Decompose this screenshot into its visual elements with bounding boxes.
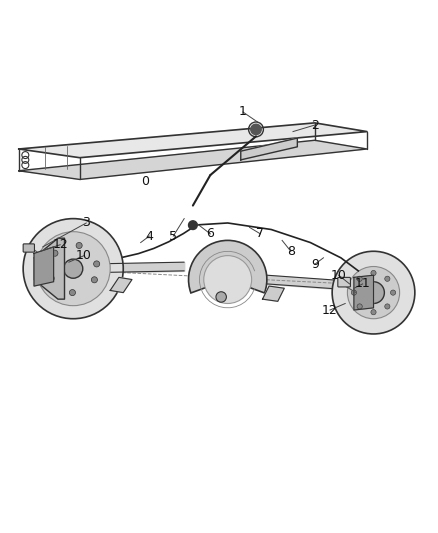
FancyBboxPatch shape	[338, 277, 350, 287]
Circle shape	[94, 261, 100, 267]
Polygon shape	[34, 247, 53, 286]
Circle shape	[347, 266, 399, 319]
Polygon shape	[262, 286, 284, 301]
Circle shape	[64, 259, 83, 278]
Text: 0: 0	[141, 175, 149, 188]
Circle shape	[48, 276, 54, 281]
Text: 11: 11	[355, 277, 371, 290]
Circle shape	[69, 289, 75, 296]
Circle shape	[357, 304, 362, 309]
Text: 6: 6	[206, 228, 214, 240]
Text: 9: 9	[311, 258, 319, 271]
Circle shape	[332, 251, 415, 334]
Text: 8: 8	[287, 245, 295, 258]
Polygon shape	[34, 238, 64, 299]
Text: 4: 4	[145, 230, 153, 243]
Text: 3: 3	[82, 216, 90, 230]
Text: 7: 7	[256, 228, 265, 240]
Circle shape	[52, 250, 58, 256]
Polygon shape	[354, 275, 374, 310]
Circle shape	[92, 277, 97, 283]
Circle shape	[371, 310, 376, 315]
Circle shape	[371, 270, 376, 276]
Text: 2: 2	[311, 118, 319, 132]
Circle shape	[216, 292, 226, 302]
Polygon shape	[241, 138, 297, 160]
Polygon shape	[110, 277, 132, 293]
Circle shape	[76, 243, 82, 248]
Polygon shape	[19, 123, 367, 158]
Text: 10: 10	[76, 249, 92, 262]
Circle shape	[363, 282, 385, 303]
Text: 12: 12	[52, 238, 68, 251]
Circle shape	[188, 221, 197, 230]
Text: 10: 10	[331, 269, 346, 282]
Text: 5: 5	[170, 230, 177, 243]
Circle shape	[23, 219, 123, 319]
Polygon shape	[19, 140, 367, 180]
Circle shape	[251, 124, 261, 135]
Circle shape	[351, 290, 357, 295]
Text: 12: 12	[322, 303, 338, 317]
FancyBboxPatch shape	[23, 244, 35, 252]
Circle shape	[357, 276, 362, 281]
Circle shape	[385, 276, 390, 281]
Circle shape	[385, 304, 390, 309]
Text: 1: 1	[239, 106, 247, 118]
Circle shape	[36, 232, 110, 305]
Wedge shape	[188, 240, 267, 293]
Circle shape	[204, 256, 252, 303]
Circle shape	[391, 290, 396, 295]
